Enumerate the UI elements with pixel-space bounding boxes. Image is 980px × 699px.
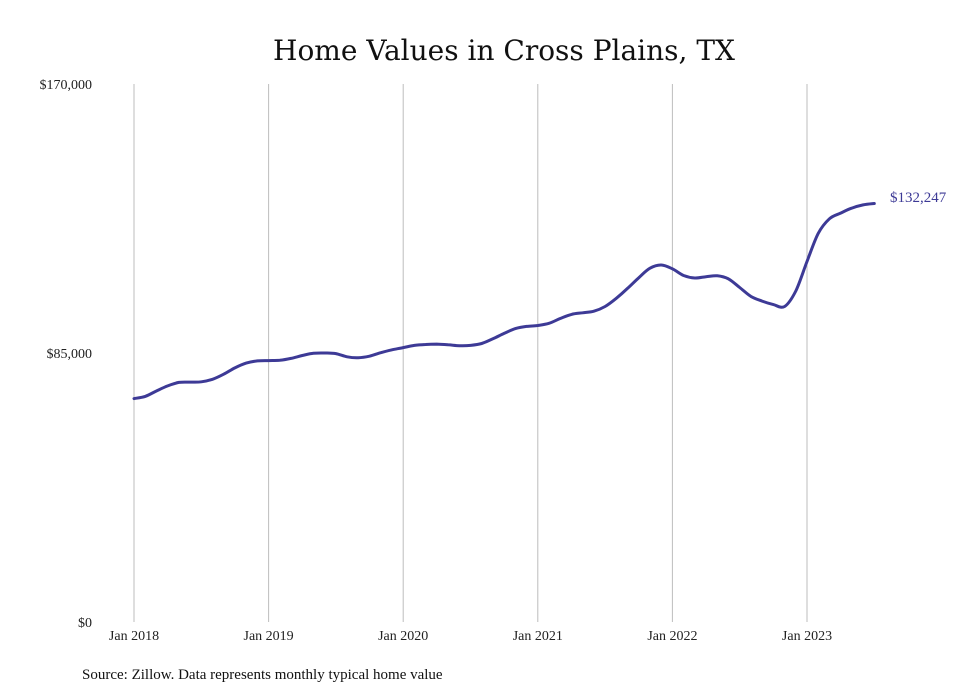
last-value-label: $132,247 (890, 190, 947, 206)
y-axis-ticks: $0 $85,000 $170,000 (40, 78, 93, 631)
x-tick-label: Jan 2023 (782, 629, 832, 644)
home-value-series-line (132, 202, 876, 401)
series-group (132, 202, 876, 401)
gridlines (133, 84, 808, 622)
x-tick-label: Jan 2020 (378, 629, 428, 644)
chart-title: Home Values in Cross Plains, TX (273, 34, 735, 67)
x-tick-label: Jan 2019 (244, 629, 294, 644)
x-tick-label: Jan 2022 (647, 629, 697, 644)
y-tick-label: $85,000 (47, 347, 93, 362)
x-tick-label: Jan 2018 (109, 629, 159, 644)
y-tick-label: $170,000 (40, 78, 93, 93)
x-tick-label: Jan 2021 (513, 629, 563, 644)
y-tick-label: $0 (78, 616, 92, 631)
x-axis-ticks: Jan 2018 Jan 2019 Jan 2020 Jan 2021 Jan 2022… (109, 629, 832, 644)
source-note: Source: Zillow. Data represents monthly … (82, 667, 443, 683)
